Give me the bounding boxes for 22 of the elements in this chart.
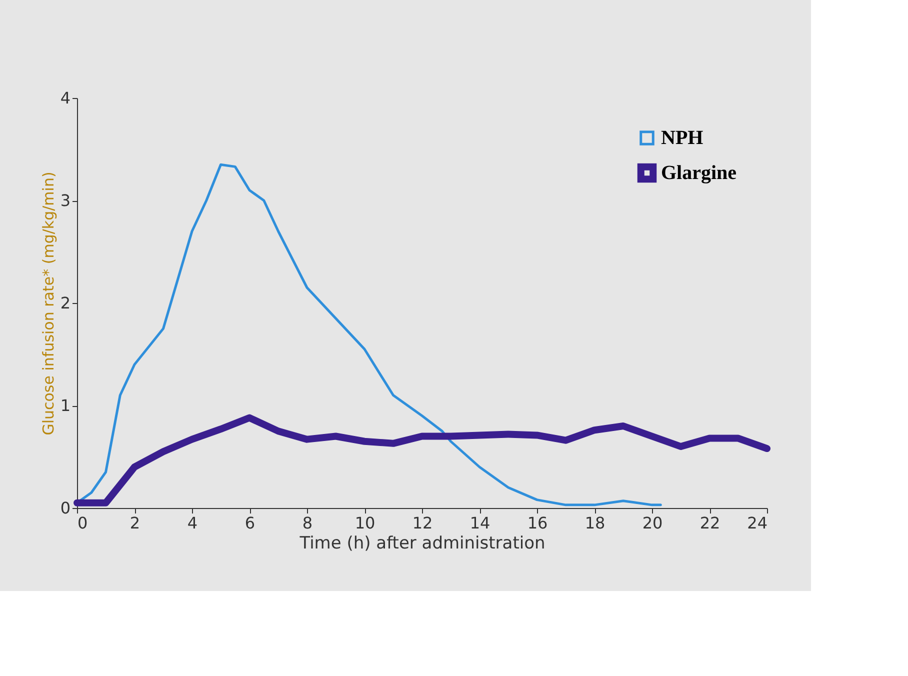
y-tick-label: 1 xyxy=(60,396,70,415)
x-axis-title: Time (h) after administration xyxy=(298,534,546,554)
x-tick-label: 24 xyxy=(747,514,768,532)
x-tick-label: 18 xyxy=(584,514,606,532)
x-tick-label: 12 xyxy=(412,514,433,532)
x-tick-label: 6 xyxy=(244,514,256,532)
x-tick-label: 14 xyxy=(470,514,490,532)
legend-label: NPH xyxy=(661,127,704,149)
x-tick-label: 0 xyxy=(78,514,88,532)
y-tick-label: 2 xyxy=(60,294,70,312)
y-tick-label: 0 xyxy=(60,498,70,518)
x-tick-label: 2 xyxy=(130,514,140,532)
y-tick-label: 3 xyxy=(60,191,70,210)
x-tick-label: 16 xyxy=(527,514,548,532)
x-tick-label: 20 xyxy=(642,514,663,532)
legend-label: Glargine xyxy=(661,162,737,184)
x-tick-label: 10 xyxy=(354,514,376,532)
x-tick-label: 4 xyxy=(187,514,198,532)
y-axis-title: Glucose infusion rate* (mg/kg/min) xyxy=(39,172,58,436)
y-tick-label: 4 xyxy=(60,88,70,108)
x-tick-label: 22 xyxy=(700,514,720,532)
x-tick-label: 8 xyxy=(302,514,313,532)
